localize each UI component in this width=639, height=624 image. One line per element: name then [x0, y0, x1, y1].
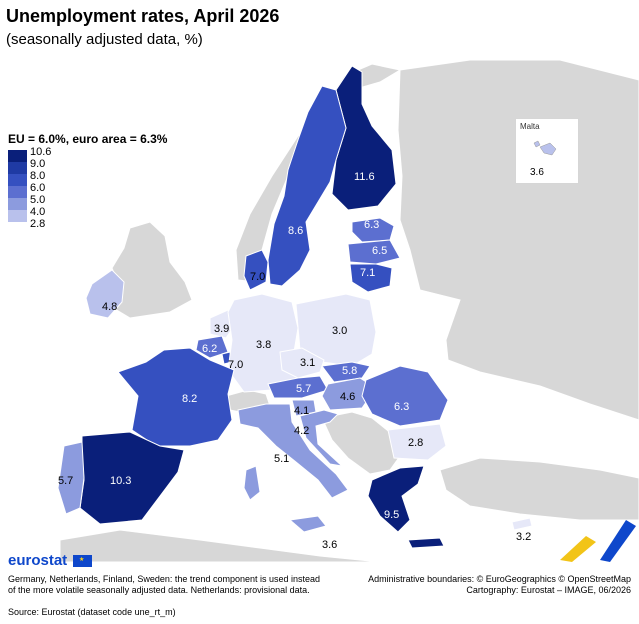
label-belgium: 6.2	[202, 343, 217, 355]
label-czechia: 3.1	[300, 357, 315, 369]
legend-swatch-5	[8, 198, 27, 210]
label-estonia: 6.3	[364, 219, 379, 231]
country-greece[interactable]	[367, 465, 425, 533]
legend-swatch-1	[8, 150, 27, 162]
eu-flag-icon: ★	[73, 555, 92, 567]
country-latvia[interactable]	[347, 239, 401, 265]
country-portugal[interactable]	[57, 441, 85, 515]
label-latvia: 6.5	[372, 245, 387, 257]
country-czechia[interactable]	[279, 347, 325, 379]
label-sweden: 8.6	[288, 225, 303, 237]
country-sweden[interactable]	[267, 85, 347, 287]
label-france: 8.2	[182, 393, 197, 405]
legend-scale: 10.6 9.0 8.0 6.0 5.0 4.0 2.8	[8, 146, 88, 248]
land-africa	[59, 529, 381, 562]
country-netherlands[interactable]	[209, 309, 235, 339]
land-balkans-nonEU	[321, 411, 401, 475]
logo-stripe-yellow	[560, 536, 596, 562]
country-denmark[interactable]	[243, 249, 269, 291]
country-romania[interactable]	[361, 365, 449, 427]
label-romania: 6.3	[394, 401, 409, 413]
land-uk	[109, 221, 193, 319]
logo-stripe-blue	[600, 520, 636, 562]
legend-break-1: 10.6	[30, 146, 52, 158]
inset-value: 3.6	[530, 167, 544, 178]
footnote: Germany, Netherlands, Finland, Sweden: t…	[8, 574, 321, 595]
label-austria: 5.7	[296, 383, 311, 395]
land-turkey	[439, 457, 639, 521]
cartography-credit: Cartography: Eurostat – IMAGE, 06/2026	[466, 585, 631, 595]
map-title: Unemployment rates, April 2026	[6, 6, 280, 26]
label-slovenia: 4.1	[294, 405, 309, 417]
country-hungary[interactable]	[321, 377, 377, 411]
label-netherlands: 3.9	[214, 323, 229, 335]
country-croatia[interactable]	[299, 409, 344, 467]
malta-inset[interactable]: Malta 3.6	[515, 118, 579, 184]
legend-summary: EU = 6.0%, euro area = 6.3%	[8, 132, 168, 146]
island-sicily[interactable]	[288, 515, 327, 533]
label-germany: 3.8	[256, 339, 271, 351]
country-lithuania[interactable]	[349, 263, 393, 293]
map-subtitle: (seasonally adjusted data, %)	[6, 31, 203, 48]
island-crete[interactable]	[407, 537, 445, 549]
legend-break-7: 2.8	[30, 218, 46, 230]
legend: EU = 6.0%, euro area = 6.3% 10.6 9.0 8.0…	[8, 132, 167, 248]
legend-break-6: 4.0	[30, 206, 46, 218]
legend-swatch-4	[8, 186, 27, 198]
label-sicily: 3.6	[322, 539, 337, 551]
label-portugal: 5.7	[58, 475, 73, 487]
credits: Administrative boundaries: © EuroGeograp…	[368, 574, 631, 596]
country-france[interactable]	[117, 347, 235, 447]
label-finland: 11.6	[354, 171, 375, 183]
island-sardinia[interactable]	[243, 465, 261, 501]
inset-label: Malta	[520, 122, 540, 131]
country-slovakia[interactable]	[321, 361, 371, 383]
label-cyprus: 3.2	[516, 531, 531, 543]
label-hungary: 4.6	[340, 391, 355, 403]
eurostat-logo: eurostat	[8, 552, 68, 569]
legend-break-2: 9.0	[30, 158, 46, 170]
label-denmark: 7.0	[250, 271, 265, 283]
legend-break-5: 5.0	[30, 194, 46, 206]
label-greece: 9.5	[384, 509, 399, 521]
label-ireland: 4.8	[102, 301, 117, 313]
country-bulgaria[interactable]	[387, 423, 447, 461]
label-luxembourg: 7.0	[228, 359, 243, 371]
source-note: Source: Eurostat (dataset code une_rt_m)	[8, 607, 176, 617]
legend-swatch-6	[8, 210, 27, 222]
label-lithuania: 7.1	[360, 267, 375, 279]
label-croatia: 4.2	[294, 425, 309, 437]
label-italy: 5.1	[274, 453, 289, 465]
country-belgium[interactable]	[195, 335, 229, 359]
boundaries-credit: Administrative boundaries: © EuroGeograp…	[368, 574, 631, 584]
malta-shape	[533, 140, 557, 156]
label-bulgaria: 2.8	[408, 437, 423, 449]
legend-break-3: 8.0	[30, 170, 46, 182]
country-cyprus[interactable]	[511, 517, 533, 531]
label-poland: 3.0	[332, 325, 347, 337]
label-spain: 10.3	[110, 475, 131, 487]
label-slovakia: 5.8	[342, 365, 357, 377]
legend-break-4: 6.0	[30, 182, 46, 194]
country-italy[interactable]	[237, 403, 349, 499]
legend-swatch-3	[8, 174, 27, 186]
country-ireland[interactable]	[85, 269, 125, 319]
legend-swatch-2	[8, 162, 27, 174]
